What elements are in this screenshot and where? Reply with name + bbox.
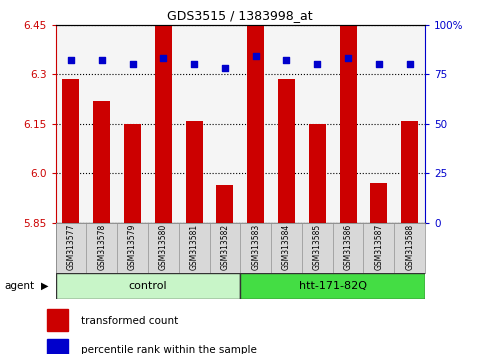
Text: transformed count: transformed count bbox=[81, 315, 178, 326]
Text: GSM313577: GSM313577 bbox=[67, 224, 75, 270]
Bar bbox=[47, 339, 69, 354]
Bar bbox=[155, 25, 172, 223]
Bar bbox=[185, 121, 202, 223]
Bar bbox=[394, 223, 425, 273]
Point bbox=[190, 62, 198, 67]
Bar bbox=[240, 223, 271, 273]
Text: GSM313586: GSM313586 bbox=[343, 224, 353, 270]
Point bbox=[252, 54, 259, 59]
Text: GSM313582: GSM313582 bbox=[220, 224, 229, 270]
Text: GSM313580: GSM313580 bbox=[159, 224, 168, 270]
Text: GSM313583: GSM313583 bbox=[251, 224, 260, 270]
Bar bbox=[340, 25, 356, 223]
Point bbox=[406, 62, 413, 67]
Text: control: control bbox=[128, 281, 167, 291]
Bar bbox=[216, 185, 233, 223]
Text: GSM313584: GSM313584 bbox=[282, 224, 291, 270]
Bar bbox=[56, 223, 86, 273]
Text: GSM313578: GSM313578 bbox=[97, 224, 106, 270]
Point bbox=[128, 62, 136, 67]
Bar bbox=[302, 223, 333, 273]
Bar bbox=[117, 223, 148, 273]
Bar bbox=[364, 223, 394, 273]
Bar bbox=[278, 79, 295, 223]
Title: GDS3515 / 1383998_at: GDS3515 / 1383998_at bbox=[168, 9, 313, 22]
Point bbox=[221, 65, 229, 71]
Point bbox=[98, 58, 106, 63]
Text: agent: agent bbox=[5, 281, 35, 291]
Text: GSM313588: GSM313588 bbox=[405, 224, 414, 270]
Bar bbox=[241, 273, 425, 299]
Bar bbox=[401, 121, 418, 223]
Bar bbox=[179, 223, 210, 273]
Bar bbox=[47, 309, 69, 331]
Text: htt-171-82Q: htt-171-82Q bbox=[298, 281, 367, 291]
Point bbox=[313, 62, 321, 67]
Bar bbox=[148, 223, 179, 273]
Text: GSM313581: GSM313581 bbox=[190, 224, 199, 270]
Bar bbox=[370, 183, 387, 223]
Point bbox=[159, 56, 167, 61]
Text: percentile rank within the sample: percentile rank within the sample bbox=[81, 346, 257, 354]
Point bbox=[344, 56, 352, 61]
Bar bbox=[86, 223, 117, 273]
Bar bbox=[309, 124, 326, 223]
Bar bbox=[210, 223, 240, 273]
Bar bbox=[271, 223, 302, 273]
Text: GSM313579: GSM313579 bbox=[128, 224, 137, 270]
Bar bbox=[56, 273, 241, 299]
Bar bbox=[93, 101, 110, 223]
Point bbox=[375, 62, 383, 67]
Text: ▶: ▶ bbox=[41, 281, 49, 291]
Point bbox=[283, 58, 290, 63]
Text: GSM313587: GSM313587 bbox=[374, 224, 384, 270]
Bar bbox=[124, 124, 141, 223]
Bar bbox=[333, 223, 364, 273]
Text: GSM313585: GSM313585 bbox=[313, 224, 322, 270]
Point bbox=[67, 58, 75, 63]
Bar bbox=[247, 25, 264, 223]
Bar bbox=[62, 79, 79, 223]
